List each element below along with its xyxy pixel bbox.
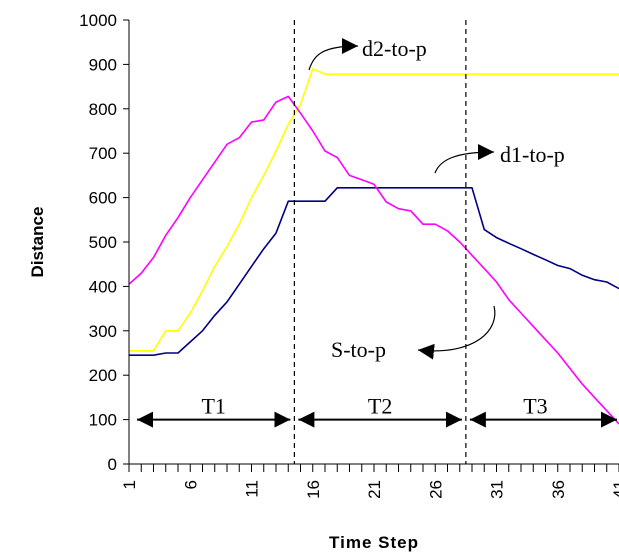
y-tick-label: 900 xyxy=(89,55,117,74)
annotation-label-d1-to-p: d1-to-p xyxy=(500,142,565,167)
x-axis-title: Time Step xyxy=(329,533,419,552)
x-tick-label: 36 xyxy=(549,480,568,499)
y-tick-label: 200 xyxy=(89,366,117,385)
y-axis-title: Distance xyxy=(28,207,47,278)
y-tick-label: 1000 xyxy=(79,11,117,30)
series-line-S-to-p xyxy=(128,95,619,425)
annotation-label-S-to-p: S-to-p xyxy=(331,337,386,362)
x-tick-label: 1 xyxy=(120,480,139,489)
x-tick-label: 26 xyxy=(426,480,445,499)
x-tick-label: 31 xyxy=(488,480,507,499)
series-line-d1-to-p xyxy=(129,187,619,357)
annotations: d2-to-p d1-to-p S-to-p xyxy=(308,36,565,362)
y-tick-label: 0 xyxy=(108,455,117,474)
y-tick-label: 600 xyxy=(89,189,117,208)
x-tick-label: 21 xyxy=(365,480,384,499)
x-tick-label: 6 xyxy=(181,480,200,489)
period-label-T1: T1 xyxy=(201,394,225,419)
annotation-arrow-d2-to-p xyxy=(308,38,359,71)
axes xyxy=(123,19,619,472)
x-tick-label: 16 xyxy=(304,480,323,499)
period-label-T2: T2 xyxy=(368,394,392,419)
y-tick-label: 500 xyxy=(89,233,117,252)
annotation-arrow-d1-to-p xyxy=(434,144,495,174)
y-tick-label: 400 xyxy=(89,277,117,296)
period-label-T3: T3 xyxy=(523,394,547,419)
y-tick-label: 800 xyxy=(89,100,117,119)
x-tick-label: 41 xyxy=(610,480,619,499)
x-tick-label: 11 xyxy=(243,480,262,498)
series-line-d2-to-p xyxy=(129,68,619,352)
annotation-arrow-S-to-p xyxy=(417,305,496,360)
plot-lines xyxy=(128,68,619,425)
annotation-label-d2-to-p: d2-to-p xyxy=(362,36,427,61)
period-markers: T1 T2 T3 xyxy=(137,20,617,464)
y-tick-label: 300 xyxy=(89,322,117,341)
y-tick-label: 100 xyxy=(89,411,117,430)
y-tick-label: 700 xyxy=(89,144,117,163)
